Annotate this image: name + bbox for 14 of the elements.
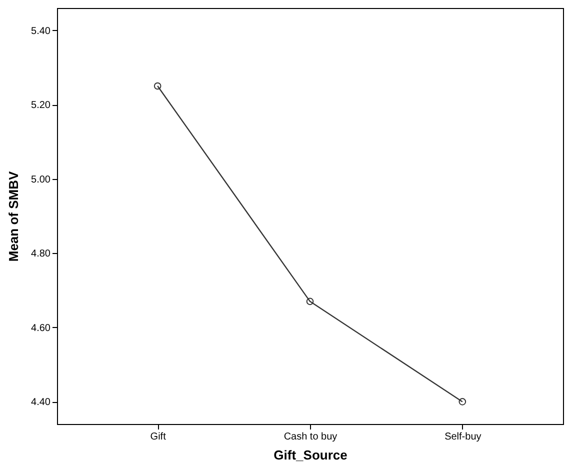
point xyxy=(458,398,466,406)
x-tick-label: Cash to buy xyxy=(284,432,338,442)
point xyxy=(154,82,162,90)
y-tick-label: 5.40 xyxy=(31,26,51,37)
y-tick-label: 4.60 xyxy=(31,322,51,334)
y-axis-title: Mean of SMBV xyxy=(6,171,22,262)
y-tick-label: 4.40 xyxy=(31,397,51,408)
y-tick-label: 5.00 xyxy=(31,174,51,186)
x-tick-label: Gift xyxy=(150,432,166,442)
x-tick-label: Self-buy xyxy=(444,432,482,442)
x-axis-title: Gift_Source xyxy=(274,448,348,462)
y-tick-label: 4.80 xyxy=(31,248,51,260)
y-tick-label: 5.20 xyxy=(31,100,51,112)
point xyxy=(306,298,314,306)
